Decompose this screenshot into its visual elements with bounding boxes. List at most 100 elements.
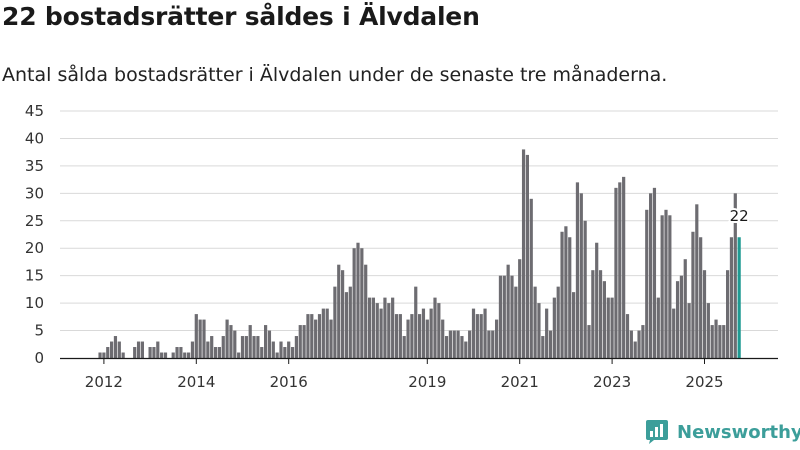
x-tick-label: 2019: [408, 373, 446, 391]
data-bar: [433, 297, 437, 358]
newsworthy-logo-icon: [646, 420, 668, 444]
data-bar: [190, 341, 195, 358]
y-tick-label: 20: [25, 239, 44, 257]
data-bar: [379, 308, 383, 358]
data-bar: [387, 303, 391, 358]
data-bar: [726, 270, 730, 358]
data-bar: [213, 347, 218, 358]
data-bar: [279, 341, 283, 358]
data-bar: [722, 325, 726, 358]
data-bar: [333, 286, 337, 358]
data-bar: [625, 314, 630, 358]
data-bar: [233, 330, 237, 358]
data-bar: [564, 226, 568, 358]
data-bar: [602, 281, 606, 358]
data-bar: [668, 215, 672, 358]
data-bar: [552, 297, 556, 358]
data-bar: [683, 259, 687, 358]
data-bar: [633, 341, 637, 358]
data-bar: [375, 303, 379, 358]
data-bar: [679, 275, 683, 358]
data-bar: [225, 319, 229, 358]
data-bar: [198, 319, 202, 358]
data-bar: [356, 242, 360, 358]
data-bar: [221, 336, 225, 358]
y-tick-label: 0: [34, 349, 44, 367]
data-bar: [217, 347, 221, 358]
y-tick-label: 10: [25, 294, 44, 312]
data-bar: [398, 314, 402, 358]
data-bar: [383, 297, 387, 358]
y-tick-label: 5: [34, 322, 44, 340]
data-bar: [429, 308, 433, 358]
data-bar: [672, 308, 676, 358]
data-bar: [394, 314, 399, 358]
data-bar: [152, 347, 156, 358]
data-bar: [598, 270, 603, 358]
data-bar: [691, 231, 695, 358]
data-bar: [514, 286, 518, 358]
data-bar: [622, 176, 626, 358]
chart-title: 22 bostadsrätter såldes i Älvdalen: [2, 2, 480, 31]
data-bar: [410, 314, 414, 358]
data-bar: [591, 270, 595, 358]
x-tick-label: 2025: [685, 373, 723, 391]
highlight-value-label: 22: [730, 207, 749, 225]
data-bar: [595, 242, 599, 358]
data-bar: [729, 237, 734, 358]
data-bar: [425, 319, 429, 358]
data-bar: [175, 347, 179, 358]
data-bar: [179, 347, 183, 358]
data-bar: [244, 336, 248, 358]
data-bar: [294, 336, 298, 358]
chart-subtitle: Antal sålda bostadsrätter i Älvdalen und…: [2, 64, 668, 86]
data-bar: [641, 325, 645, 358]
data-bar: [391, 297, 395, 358]
data-bar: [302, 325, 306, 358]
data-bar: [136, 341, 141, 358]
data-bar: [444, 336, 449, 358]
data-bar: [460, 336, 464, 358]
data-bar: [252, 336, 256, 358]
data-bar: [687, 303, 691, 358]
data-bar: [545, 308, 549, 358]
data-bar: [664, 209, 668, 358]
data-bar: [106, 347, 110, 358]
data-bar: [699, 237, 703, 358]
data-bar: [714, 319, 718, 358]
data-bar: [352, 248, 356, 358]
data-bar: [456, 330, 460, 358]
x-tick-label: 2023: [593, 373, 631, 391]
data-bar: [614, 187, 618, 358]
data-bar: [579, 193, 583, 358]
data-bar: [610, 297, 614, 358]
data-bar: [414, 286, 418, 358]
data-bar: [510, 275, 514, 358]
data-bar: [160, 352, 164, 358]
data-bar: [537, 303, 541, 358]
data-bar: [652, 187, 657, 358]
data-bar: [110, 341, 114, 358]
data-bar: [183, 352, 187, 358]
data-bar: [406, 319, 410, 358]
data-bar: [568, 237, 572, 358]
data-bar: [733, 193, 737, 358]
y-tick-label: 35: [25, 157, 44, 175]
data-bar: [548, 330, 553, 358]
data-bar: [260, 347, 264, 358]
data-bar: [498, 275, 503, 358]
data-bar: [695, 204, 699, 358]
data-bar: [187, 352, 191, 358]
x-tick-label: 2016: [270, 373, 308, 391]
data-bar: [518, 259, 522, 358]
data-bar: [329, 319, 333, 358]
y-tick-label: 15: [25, 267, 44, 285]
data-bar: [298, 325, 302, 358]
data-bar: [121, 352, 125, 358]
data-bar: [421, 308, 426, 358]
data-bar: [575, 182, 580, 358]
data-bar: [271, 341, 275, 358]
data-bar: [533, 286, 537, 358]
data-bar: [491, 330, 495, 358]
data-bar: [237, 352, 241, 358]
